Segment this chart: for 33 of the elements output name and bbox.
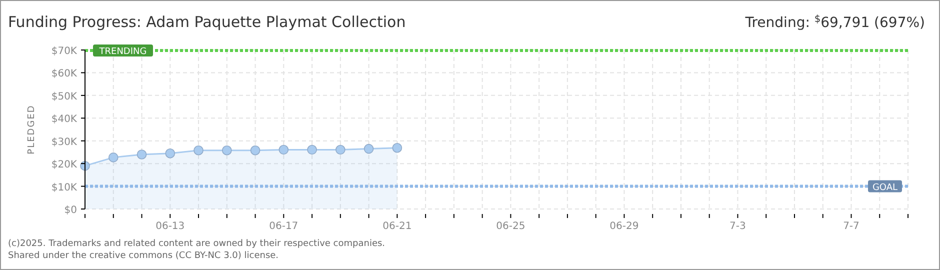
y-tick-label: $30K <box>51 136 78 148</box>
y-tick-label: $60K <box>51 68 78 80</box>
point <box>136 150 147 160</box>
x-tick-label: 06-17 <box>269 221 298 232</box>
text: Shared under the creative commons (CC BY-NC 3.0) license. <box>8 251 279 261</box>
x-tick-label: 06-21 <box>382 221 412 232</box>
x-tick-label: 7-3 <box>730 221 746 232</box>
point <box>165 148 176 158</box>
x-tick-label: 7-7 <box>843 221 860 232</box>
y-tick-label: $50K <box>51 91 78 102</box>
text: (c)2025. Trademarks and related content are owned by their respective companies. <box>8 239 386 249</box>
point <box>392 143 402 153</box>
x-tick-label: 06-13 <box>156 221 185 232</box>
point <box>307 144 317 155</box>
point <box>364 144 374 154</box>
point <box>336 144 346 155</box>
x-tick-label: 06-25 <box>496 221 526 232</box>
point <box>222 145 232 156</box>
point <box>278 144 289 155</box>
x-tick-label: 06-29 <box>610 221 639 232</box>
y-tick-label: $40K <box>51 114 78 126</box>
y-tick-label: $10K <box>51 182 78 194</box>
point <box>250 145 260 156</box>
y-tick-label: $20K <box>51 160 78 171</box>
y-tick-label: $0 <box>64 205 77 216</box>
y-tick-label: $70K <box>51 46 78 57</box>
point <box>194 145 204 156</box>
y-axis-title: PLEDGED <box>27 104 37 154</box>
point <box>108 152 118 162</box>
ref-line-label: TRENDING <box>98 46 147 57</box>
ref-line-label: GOAL <box>872 182 898 193</box>
text: Trending: $^{$}$69,791 (697%) <box>744 14 925 31</box>
chart-title: Funding Progress: Adam Paquette Playmat Collection <box>8 13 406 31</box>
